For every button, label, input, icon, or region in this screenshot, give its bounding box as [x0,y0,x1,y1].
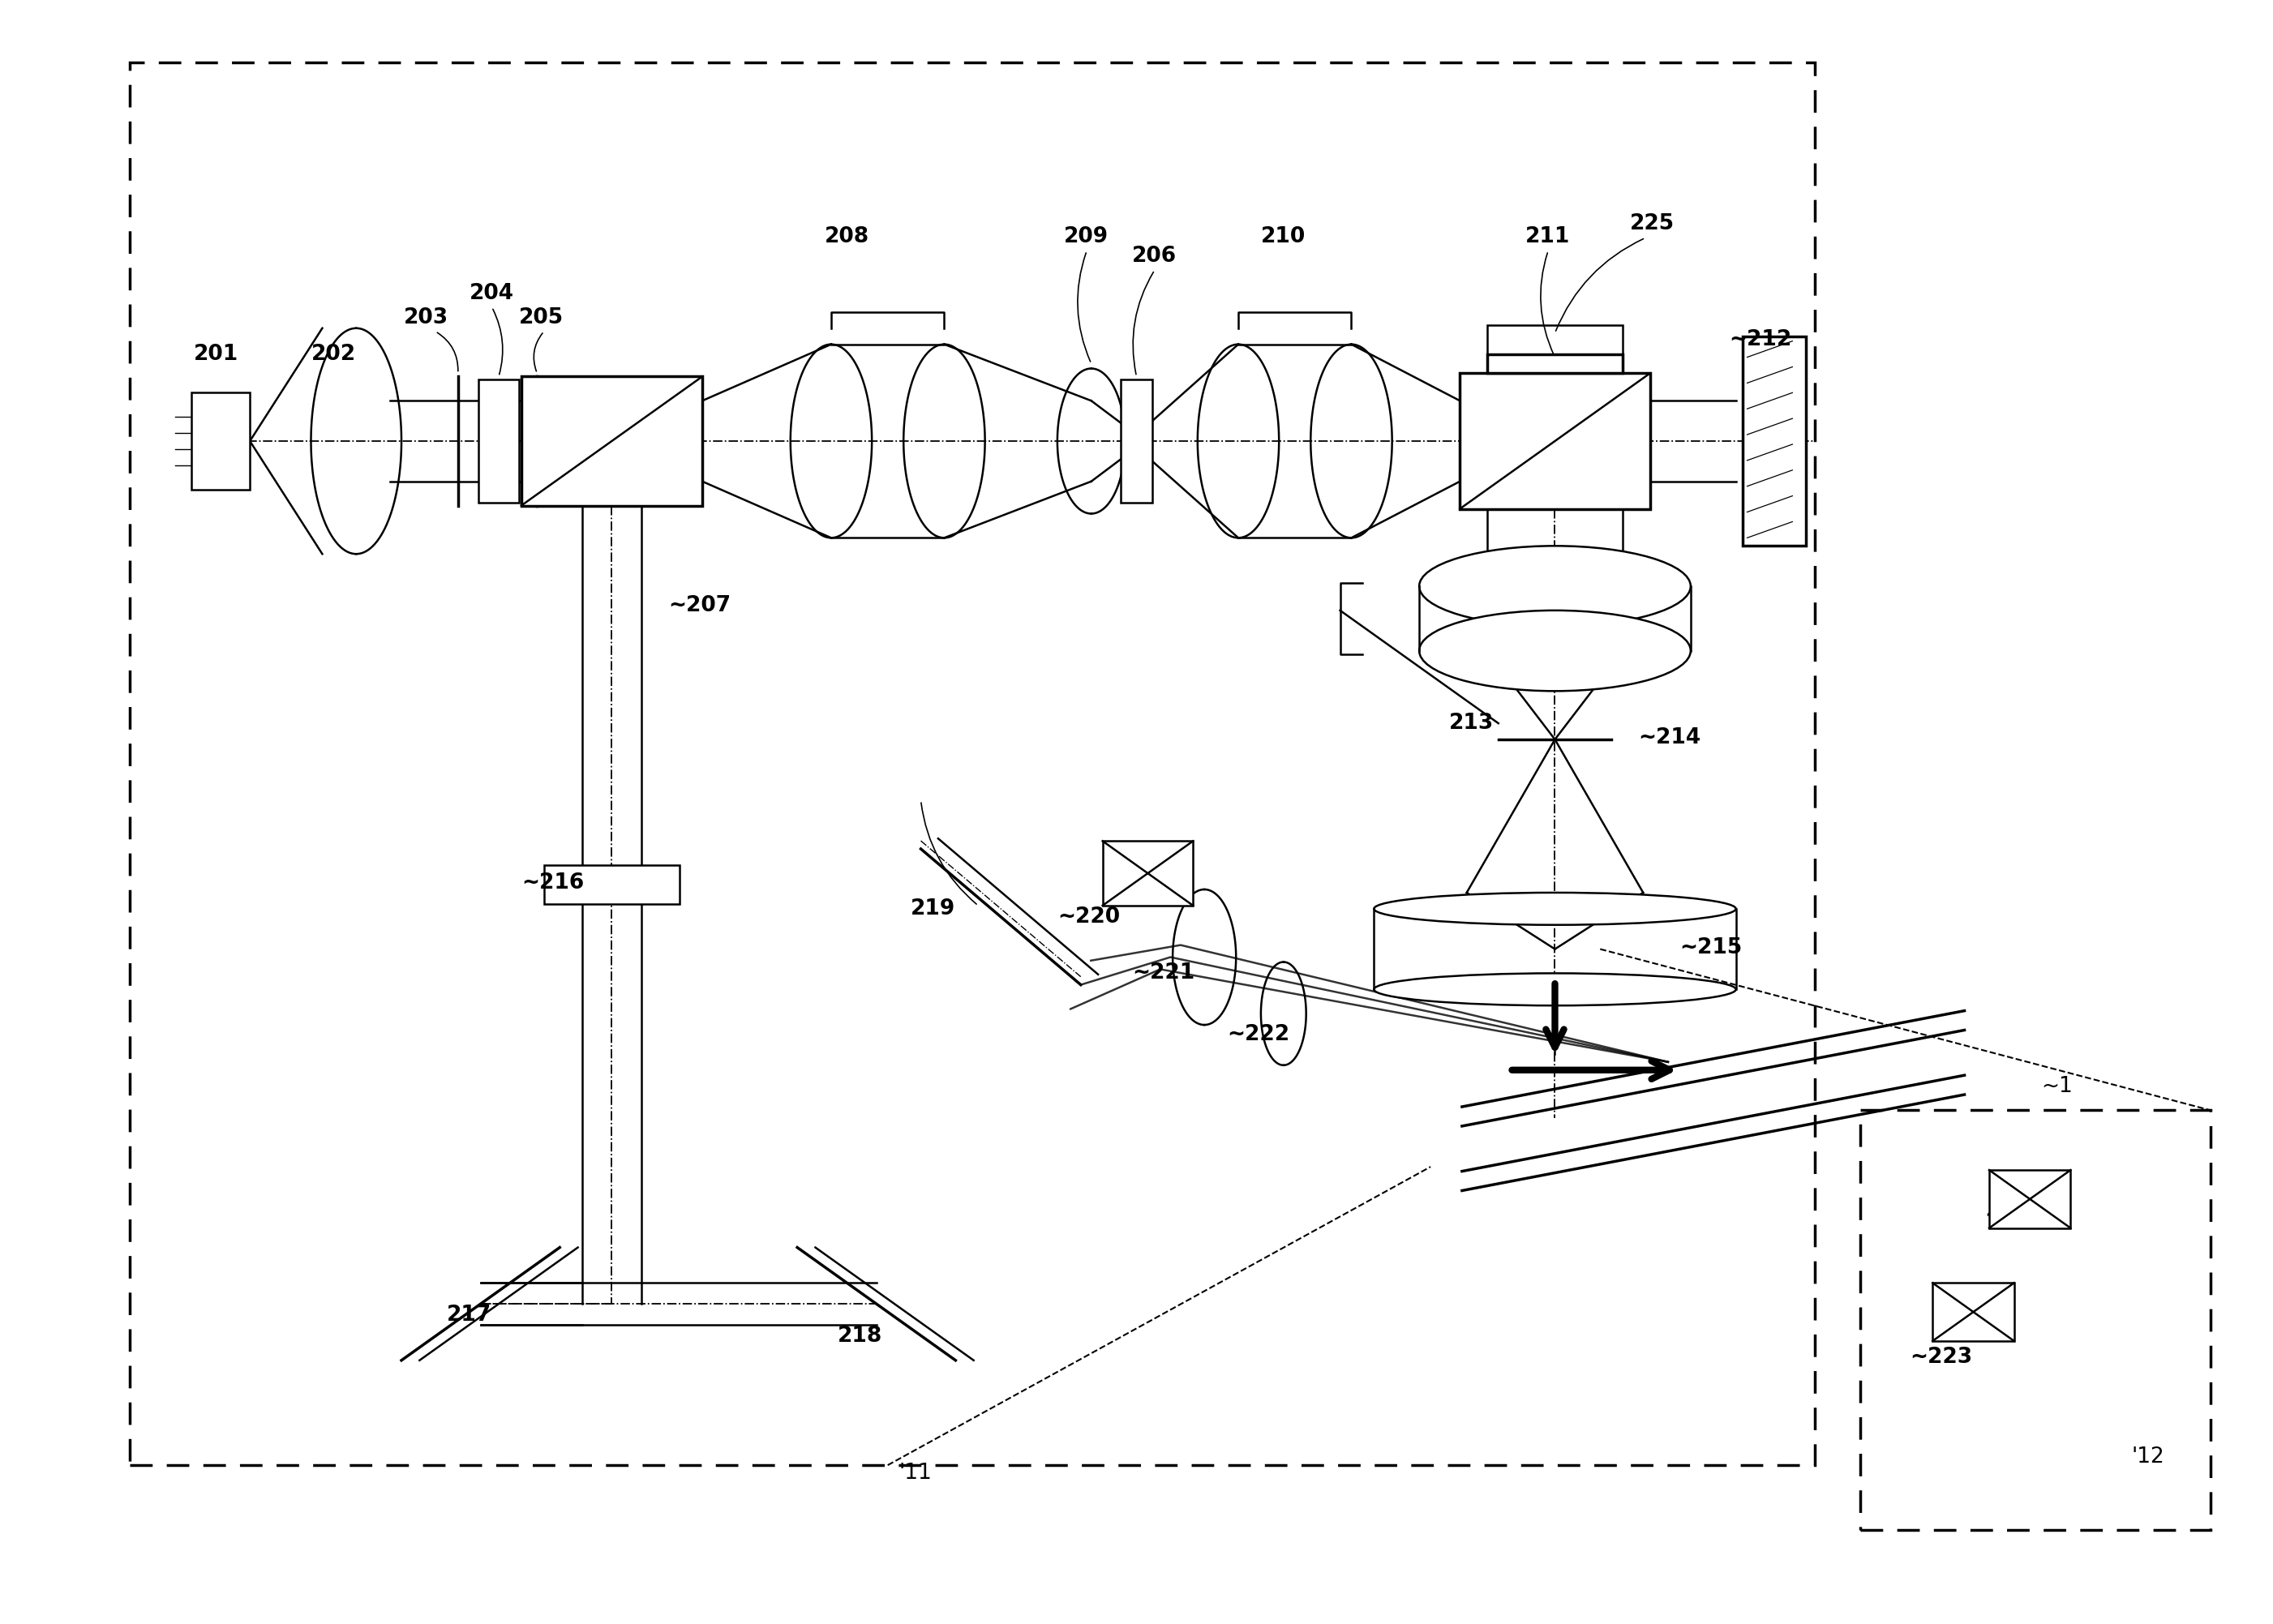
Text: 219: 219 [909,898,955,919]
Text: ~224: ~224 [1984,1205,2048,1226]
Bar [1487,354,1623,374]
Text: 206: 206 [1132,245,1177,266]
Text: ~212: ~212 [1730,330,1791,351]
Ellipse shape [1373,973,1737,1005]
Text: 203: 203 [405,307,448,328]
Bar [1743,336,1807,546]
Text: '11: '11 [900,1463,932,1484]
Text: ~222: ~222 [1227,1025,1289,1046]
Bar [1459,374,1650,508]
Text: 213: 213 [1450,713,1493,734]
Text: '12: '12 [2132,1447,2164,1468]
Text: ~1: ~1 [2041,1075,2073,1096]
Ellipse shape [1418,546,1691,627]
Text: ~214: ~214 [1639,728,1700,749]
Bar [1932,1283,2014,1341]
Bar [130,62,1816,1465]
Text: 225: 225 [1630,214,1675,234]
Text: ~216: ~216 [521,872,584,893]
Ellipse shape [1373,893,1737,926]
Text: 209: 209 [1064,226,1109,247]
Text: 204: 204 [468,283,514,304]
Text: 208: 208 [825,226,868,247]
Text: ~215: ~215 [1680,937,1741,958]
Text: 201: 201 [193,343,239,364]
Text: 210: 210 [1262,226,1305,247]
Bar [191,393,250,489]
Text: ~220: ~220 [1057,906,1121,927]
Bar [477,380,518,502]
Text: 218: 218 [839,1325,882,1346]
Text: ~221: ~221 [1132,963,1196,984]
Bar [543,866,680,905]
Text: 211: 211 [1525,226,1571,247]
Bar [1121,380,1152,502]
Bar [521,377,702,505]
Text: ~207: ~207 [668,594,732,615]
Bar [1859,1111,2212,1530]
Bar [1487,325,1623,354]
Text: 217: 217 [448,1304,491,1325]
Bar [1102,841,1193,906]
Text: 205: 205 [518,307,564,328]
Ellipse shape [1418,611,1691,692]
Text: ~223: ~223 [1909,1346,1973,1367]
Bar [1989,1169,2071,1228]
Text: 202: 202 [311,343,355,364]
